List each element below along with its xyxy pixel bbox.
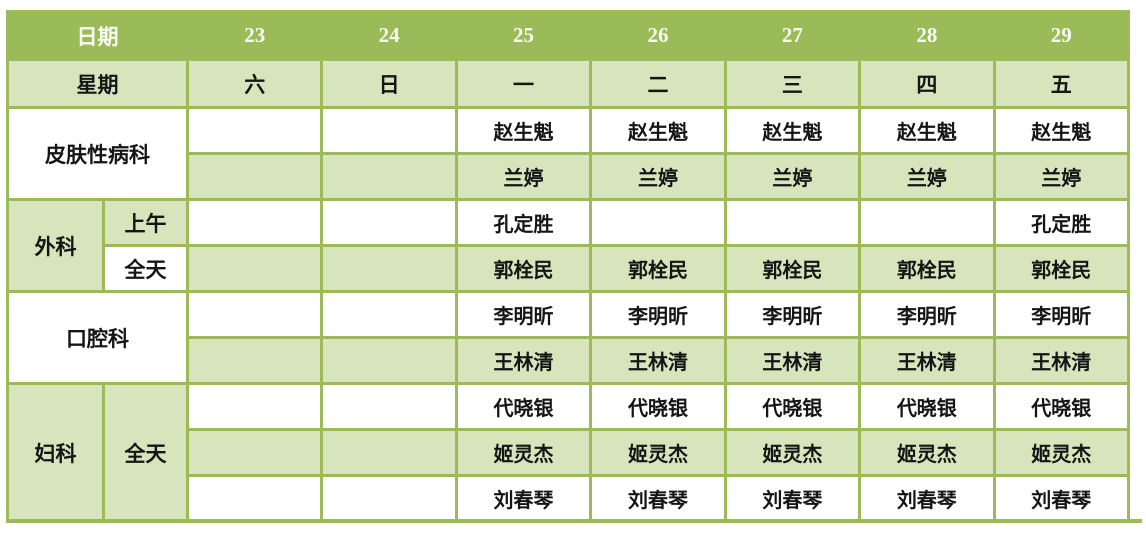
schedule-table: 日期 23 24 25 26 27 28 29 星期 六 日 一 二 三 四 五… bbox=[6, 10, 1131, 523]
schedule-cell bbox=[723, 198, 862, 247]
schedule-cell: 刘春琴 bbox=[589, 474, 727, 523]
schedule-cell: 赵生魁 bbox=[992, 106, 1131, 155]
table-row: 妇科 全天 代晓银 代晓银 代晓银 代晓银 代晓银 bbox=[6, 382, 1131, 523]
schedule-cell: 王林清 bbox=[723, 336, 862, 385]
day-number-cell: 23 bbox=[185, 10, 324, 61]
day-number-cell: 24 bbox=[320, 10, 458, 61]
schedule-cell: 兰婷 bbox=[858, 152, 996, 201]
schedule-cell: 刘春琴 bbox=[454, 474, 593, 523]
day-number-cell: 26 bbox=[589, 10, 727, 61]
day-number-cell: 27 bbox=[723, 10, 862, 61]
bottom-rule-divider bbox=[6, 519, 1142, 523]
schedule-cell bbox=[858, 198, 996, 247]
schedule-cell: 李明昕 bbox=[992, 290, 1131, 339]
schedule-cell: 代晓银 bbox=[858, 382, 996, 431]
schedule-cell: 赵生魁 bbox=[589, 106, 727, 155]
schedule-cell bbox=[320, 382, 458, 431]
schedule-cell bbox=[320, 198, 458, 247]
schedule-cell: 刘春琴 bbox=[858, 474, 996, 523]
week-row: 星期 六 日 一 二 三 四 五 bbox=[6, 58, 1131, 109]
schedule-cell: 姬灵杰 bbox=[723, 428, 862, 477]
weekday-cell: 三 bbox=[723, 58, 862, 109]
schedule-cell: 王林清 bbox=[454, 336, 593, 385]
schedule-cell: 郭栓民 bbox=[454, 244, 593, 293]
schedule-cell: 孔定胜 bbox=[454, 198, 593, 247]
schedule-cell bbox=[320, 474, 458, 523]
schedule-cell bbox=[185, 152, 324, 201]
table-row: 全天 郭栓民 郭栓民 郭栓民 郭栓民 郭栓民 bbox=[8, 244, 1131, 293]
schedule-cell: 兰婷 bbox=[454, 152, 593, 201]
day-number-cell: 25 bbox=[454, 10, 593, 61]
weekday-cell: 六 bbox=[185, 58, 324, 109]
schedule-cell bbox=[320, 290, 458, 339]
table-row: 皮肤性病科 赵生魁 赵生魁 赵生魁 赵生魁 赵生魁 bbox=[6, 106, 1131, 201]
schedule-cell: 代晓银 bbox=[454, 382, 593, 431]
weekday-cell: 四 bbox=[858, 58, 996, 109]
schedule-cell: 郭栓民 bbox=[992, 244, 1131, 293]
schedule-cell bbox=[185, 106, 324, 155]
date-header-cell: 日期 bbox=[6, 10, 189, 61]
day-number-cell: 29 bbox=[992, 10, 1131, 61]
schedule-cell bbox=[589, 198, 727, 247]
schedule-cell: 刘春琴 bbox=[992, 474, 1131, 523]
schedule-cell: 王林清 bbox=[992, 336, 1131, 385]
period-morning-cell: 上午 bbox=[102, 198, 189, 247]
schedule-cell: 姬灵杰 bbox=[858, 428, 996, 477]
schedule-cell bbox=[185, 198, 324, 247]
day-number-cell: 28 bbox=[858, 10, 996, 61]
schedule-cell: 兰婷 bbox=[723, 152, 862, 201]
schedule-cell: 孔定胜 bbox=[992, 198, 1131, 247]
schedule-cell: 代晓银 bbox=[992, 382, 1131, 431]
schedule-cell: 姬灵杰 bbox=[992, 428, 1131, 477]
schedule-cell: 刘春琴 bbox=[723, 474, 862, 523]
schedule-cell: 李明昕 bbox=[723, 290, 862, 339]
schedule-cell bbox=[320, 428, 458, 477]
dept-dermatology-cell: 皮肤性病科 bbox=[6, 106, 189, 201]
weekday-cell: 五 bbox=[992, 58, 1131, 109]
period-allday-cell: 全天 bbox=[102, 244, 189, 293]
table-row: 口腔科 李明昕 李明昕 李明昕 李明昕 李明昕 bbox=[6, 290, 1131, 385]
schedule-cell: 郭栓民 bbox=[723, 244, 862, 293]
dept-surgery-cell: 外科 bbox=[6, 198, 105, 293]
schedule-cell: 李明昕 bbox=[858, 290, 996, 339]
schedule-cell: 赵生魁 bbox=[858, 106, 996, 155]
table-row: 姬灵杰 姬灵杰 姬灵杰 姬灵杰 姬灵杰 bbox=[8, 428, 1131, 477]
schedule-cell bbox=[185, 382, 324, 431]
schedule-cell: 赵生魁 bbox=[454, 106, 593, 155]
schedule-cell: 郭栓民 bbox=[589, 244, 727, 293]
weekday-cell: 一 bbox=[454, 58, 593, 109]
schedule-cell: 代晓银 bbox=[589, 382, 727, 431]
schedule-cell: 王林清 bbox=[858, 336, 996, 385]
week-header-cell: 星期 bbox=[6, 58, 189, 109]
schedule-cell: 郭栓民 bbox=[858, 244, 996, 293]
schedule-cell bbox=[185, 428, 324, 477]
schedule-cell: 兰婷 bbox=[992, 152, 1131, 201]
table-row: 兰婷 兰婷 兰婷 兰婷 兰婷 bbox=[8, 152, 1131, 201]
schedule-cell: 姬灵杰 bbox=[454, 428, 593, 477]
schedule-cell: 兰婷 bbox=[589, 152, 727, 201]
schedule-cell bbox=[320, 106, 458, 155]
table-row: 王林清 王林清 王林清 王林清 王林清 bbox=[8, 336, 1131, 385]
weekday-cell: 二 bbox=[589, 58, 727, 109]
schedule-cell bbox=[320, 336, 458, 385]
period-allday-gyn-cell: 全天 bbox=[102, 382, 189, 523]
schedule-cell bbox=[320, 244, 458, 293]
schedule-cell bbox=[185, 336, 324, 385]
date-header-row: 日期 23 24 25 26 27 28 29 bbox=[6, 10, 1131, 61]
schedule-cell: 王林清 bbox=[589, 336, 727, 385]
dept-dental-cell: 口腔科 bbox=[6, 290, 189, 385]
schedule-cell bbox=[185, 244, 324, 293]
schedule-cell: 赵生魁 bbox=[723, 106, 862, 155]
table-row: 外科 上午 孔定胜 孔定胜 bbox=[6, 198, 1131, 293]
schedule-cell: 李明昕 bbox=[589, 290, 727, 339]
schedule-cell bbox=[320, 152, 458, 201]
schedule-cell: 代晓银 bbox=[723, 382, 862, 431]
schedule-cell: 李明昕 bbox=[454, 290, 593, 339]
weekday-cell: 日 bbox=[320, 58, 458, 109]
schedule-cell bbox=[185, 474, 324, 523]
schedule-cell bbox=[185, 290, 324, 339]
schedule-cell: 姬灵杰 bbox=[589, 428, 727, 477]
dept-gynecology-cell: 妇科 bbox=[6, 382, 105, 523]
